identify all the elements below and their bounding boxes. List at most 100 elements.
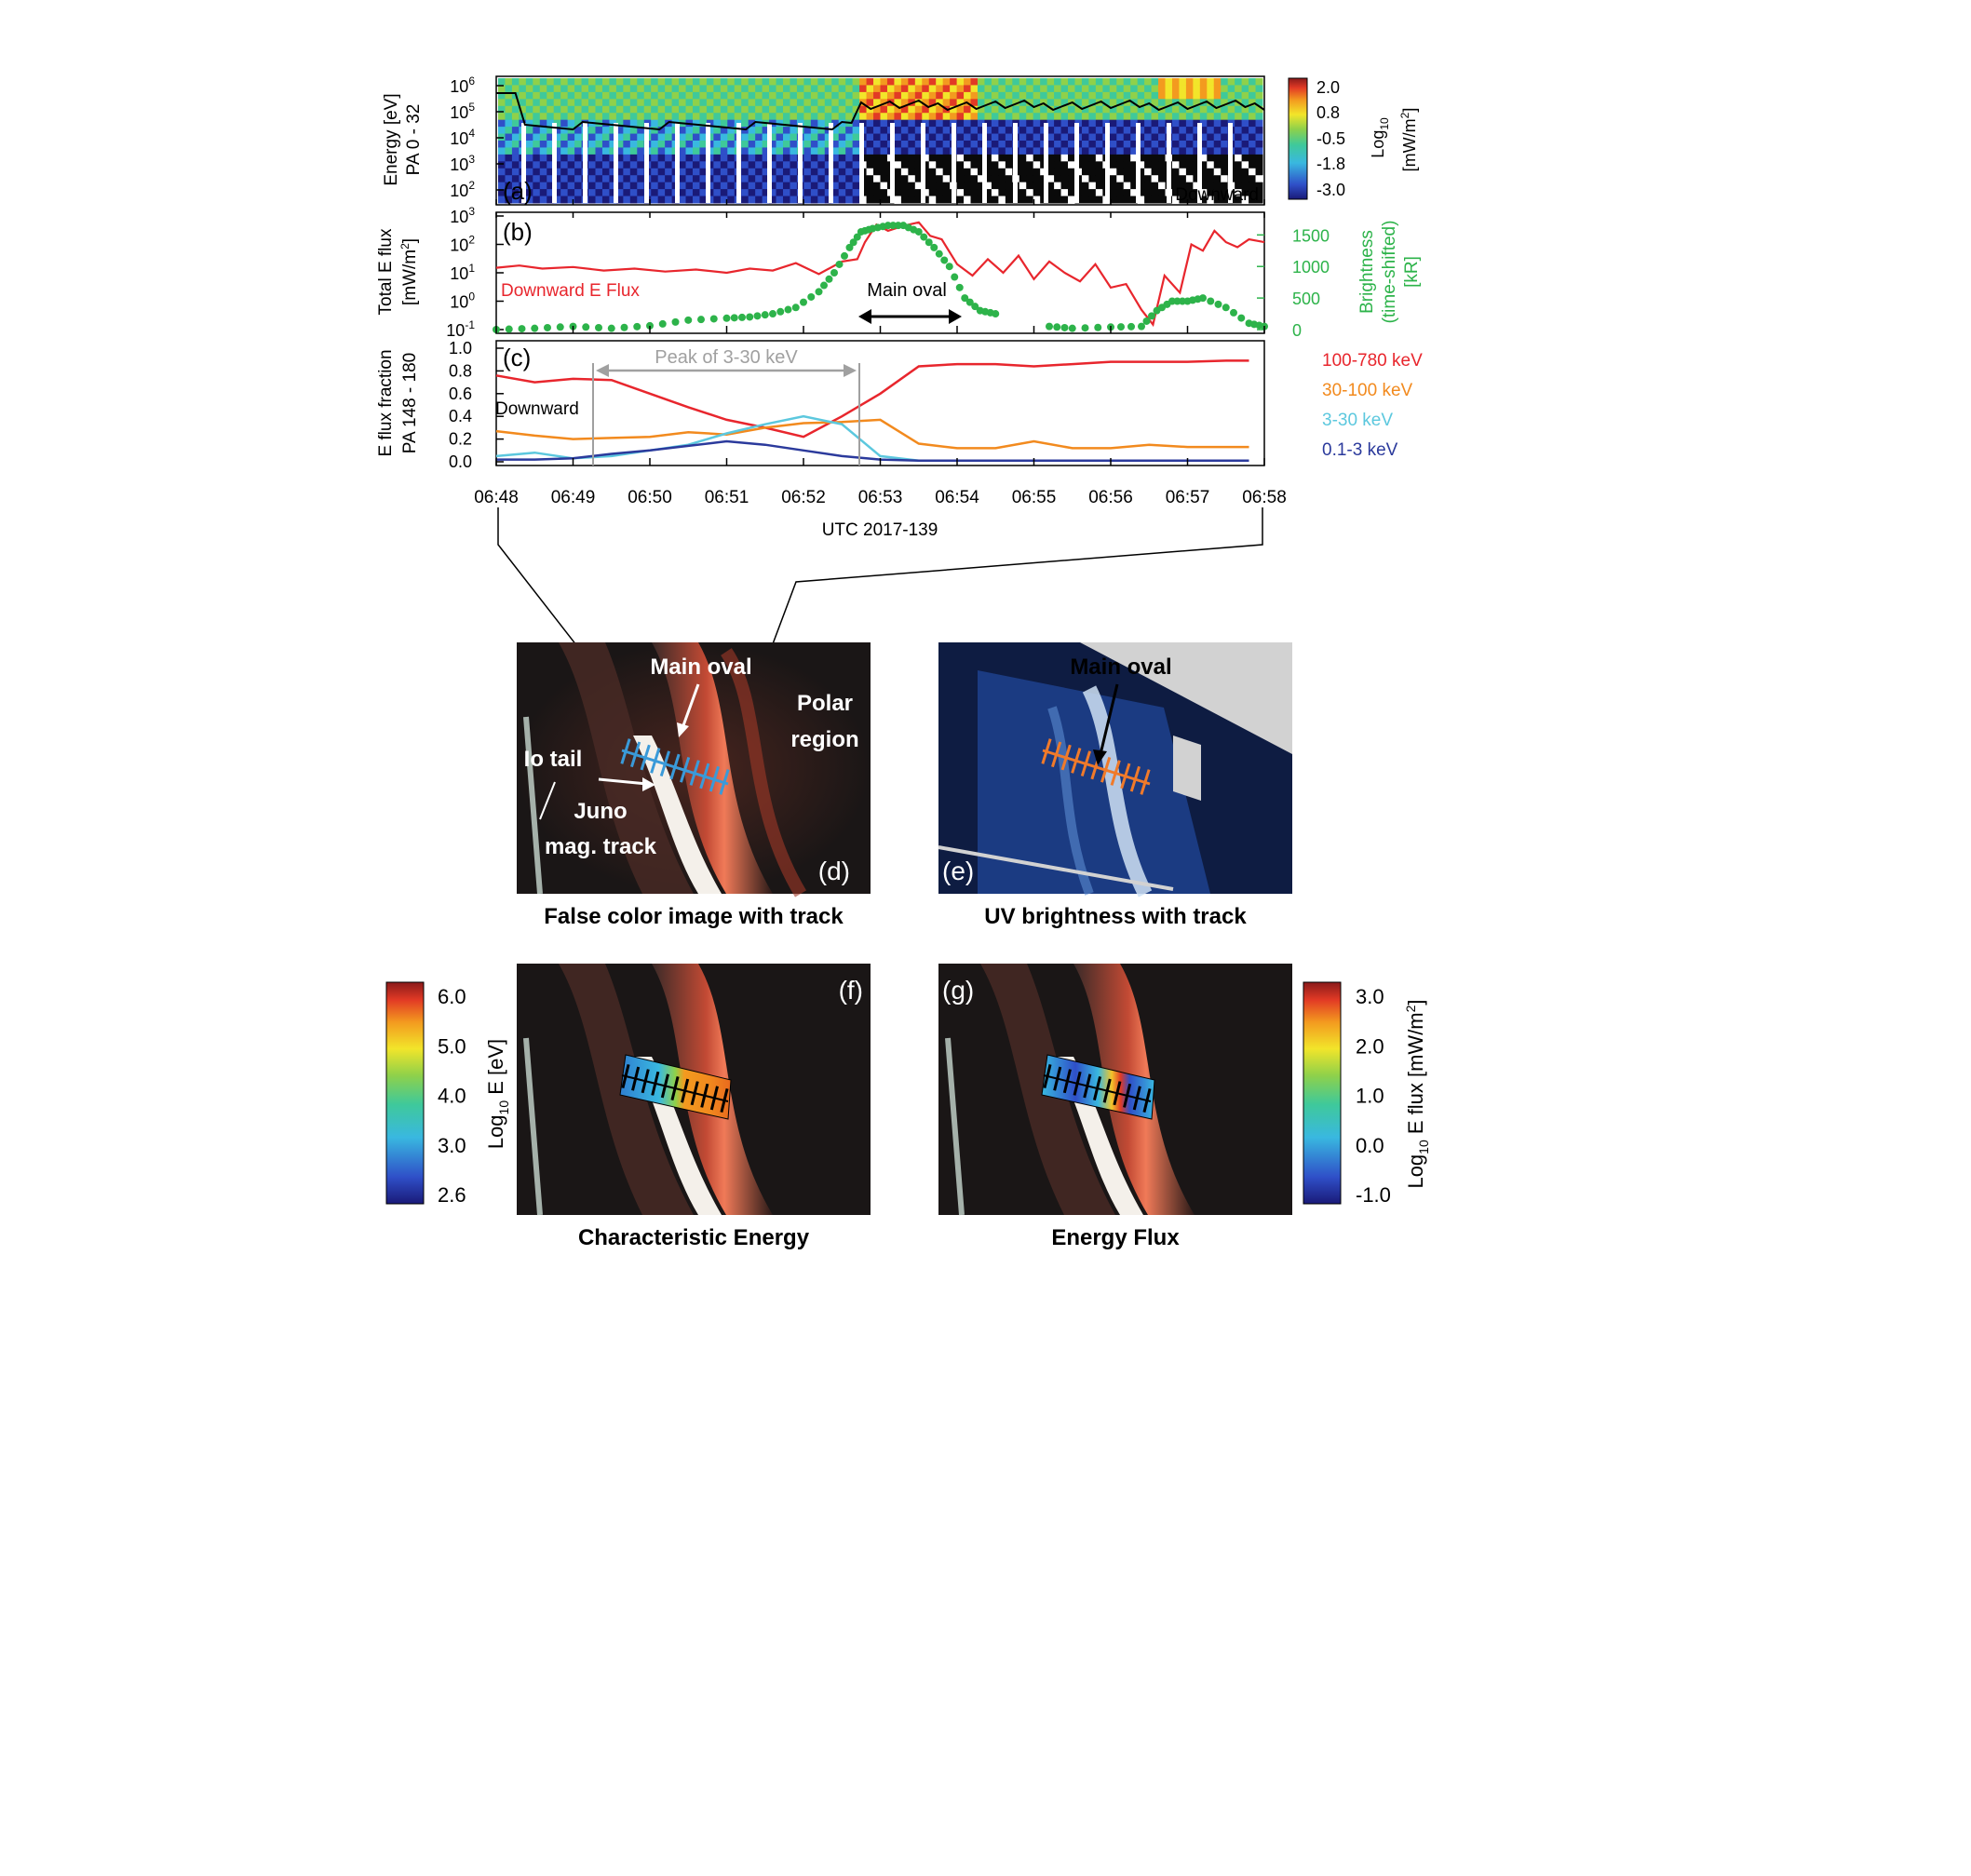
panel-b-right-tick-label: 500: [1292, 290, 1320, 308]
heatmap-cell: [539, 196, 547, 204]
heatmap-cell: [1116, 113, 1125, 121]
colorbar-tick-label: 1.0: [1356, 1085, 1384, 1108]
heatmap-cell: [998, 189, 1006, 197]
heatmap-cell: [679, 85, 687, 93]
heatmap-cell: [1255, 91, 1263, 100]
heatmap-cell: [928, 119, 937, 128]
heatmap-cell: [956, 78, 965, 86]
heatmap-cell: [998, 105, 1006, 114]
heatmap-cell: [908, 105, 916, 114]
panel-g-caption: Energy Flux: [1051, 1225, 1180, 1250]
heatmap-cell: [1116, 99, 1125, 107]
heatmap-cell: [852, 189, 860, 197]
heatmap-cell: [776, 91, 784, 100]
heatmap-cell: [1095, 147, 1103, 155]
heatmap-cell: [1109, 105, 1117, 114]
heatmap-cell: [894, 105, 902, 114]
heatmap-cell: [1102, 78, 1111, 86]
heatmap-cell: [547, 182, 555, 190]
heatmap-cell: [880, 141, 888, 148]
heatmap-cell: [922, 119, 930, 128]
heatmap-cell: [1158, 99, 1167, 107]
heatmap-cell: [783, 161, 790, 169]
data-gap: [982, 123, 987, 203]
track-tick: [1102, 1078, 1112, 1103]
heatmap-cell: [769, 196, 777, 204]
heatmap-cell: [1199, 141, 1208, 148]
brightness-point: [556, 323, 564, 331]
heatmap-cell: [1054, 182, 1062, 190]
heatmap-cell: [970, 99, 979, 107]
heatmap-cell: [657, 105, 666, 114]
heatmap-cell: [824, 141, 832, 148]
heatmap-cell: [1046, 78, 1055, 86]
panel-b-y-tick-label: 10-1: [446, 318, 475, 340]
heatmap-cell: [643, 78, 652, 86]
heatmap-cell: [505, 141, 513, 148]
panel-f-track: [621, 1064, 729, 1113]
heatmap-cell: [1116, 189, 1125, 197]
heatmap-cell: [699, 119, 708, 128]
heatmap-cell: [1179, 147, 1187, 155]
heatmap-cell: [831, 141, 840, 148]
heatmap-cell: [1235, 127, 1243, 135]
heatmap-cell: [1046, 85, 1055, 93]
track-tick: [720, 1088, 729, 1113]
panel-a-heatmap: [496, 78, 1265, 204]
heatmap-cell: [755, 113, 763, 121]
heatmap-cell: [762, 189, 770, 197]
heatmap-cell: [964, 78, 972, 86]
heatmap-cell: [713, 119, 722, 128]
heatmap-cell: [1116, 154, 1125, 162]
heatmap-cell: [727, 182, 736, 190]
heatmap-cell: [574, 78, 583, 86]
heatmap-cell: [629, 113, 638, 121]
heatmap-cell: [900, 113, 909, 121]
heatmap-cell: [838, 147, 846, 155]
heatmap-cell: [964, 189, 972, 197]
heatmap-cell: [831, 175, 840, 183]
heatmap-cell: [1123, 105, 1131, 114]
heatmap-cell: [533, 127, 541, 135]
heatmap-cell: [1144, 141, 1153, 148]
heatmap-cell: [623, 168, 631, 176]
heatmap-cell: [755, 91, 763, 100]
heatmap-cell: [894, 91, 902, 100]
heatmap-cell: [1088, 119, 1097, 128]
heatmap-cell: [894, 78, 902, 86]
heatmap-cell: [783, 182, 790, 190]
peak-bracket: [592, 363, 860, 466]
heatmap-cell: [776, 141, 784, 148]
heatmap-cell: [533, 85, 541, 93]
heatmap-cell: [1199, 85, 1208, 93]
heatmap-cell: [936, 119, 944, 128]
heatmap-cell: [1151, 189, 1159, 197]
heatmap-cell: [977, 113, 985, 121]
panel-d-label: (d): [818, 857, 850, 885]
heatmap-cell: [977, 182, 985, 190]
panel-d-juno-arrowhead: [642, 777, 655, 791]
heatmap-cell: [1095, 154, 1103, 162]
heatmap-cell: [831, 189, 840, 197]
heatmap-cell: [783, 168, 790, 176]
heatmap-cell: [748, 196, 756, 204]
heatmap-cell: [1221, 154, 1229, 162]
track-tick: [1073, 1071, 1082, 1096]
heatmap-cell: [657, 119, 666, 128]
heatmap-cell: [790, 196, 798, 204]
legend-entry: 30-100 keV: [1322, 381, 1413, 400]
data-gap: [859, 123, 864, 203]
heatmap-cell: [1005, 161, 1013, 169]
heatmap-cell: [1109, 113, 1117, 121]
heatmap-cell: [776, 154, 784, 162]
heatmap-cell: [998, 85, 1006, 93]
heatmap-cell: [1235, 85, 1243, 93]
panel-a-y-tick-label: 105: [450, 101, 475, 122]
heatmap-cell: [866, 91, 874, 100]
heatmap-cell: [1137, 78, 1145, 86]
brightness-point: [894, 222, 902, 230]
heatmap-cell: [790, 182, 798, 190]
heatmap-cell: [908, 127, 916, 135]
brightness-point: [1060, 323, 1069, 331]
heatmap-cell: [1019, 161, 1027, 169]
